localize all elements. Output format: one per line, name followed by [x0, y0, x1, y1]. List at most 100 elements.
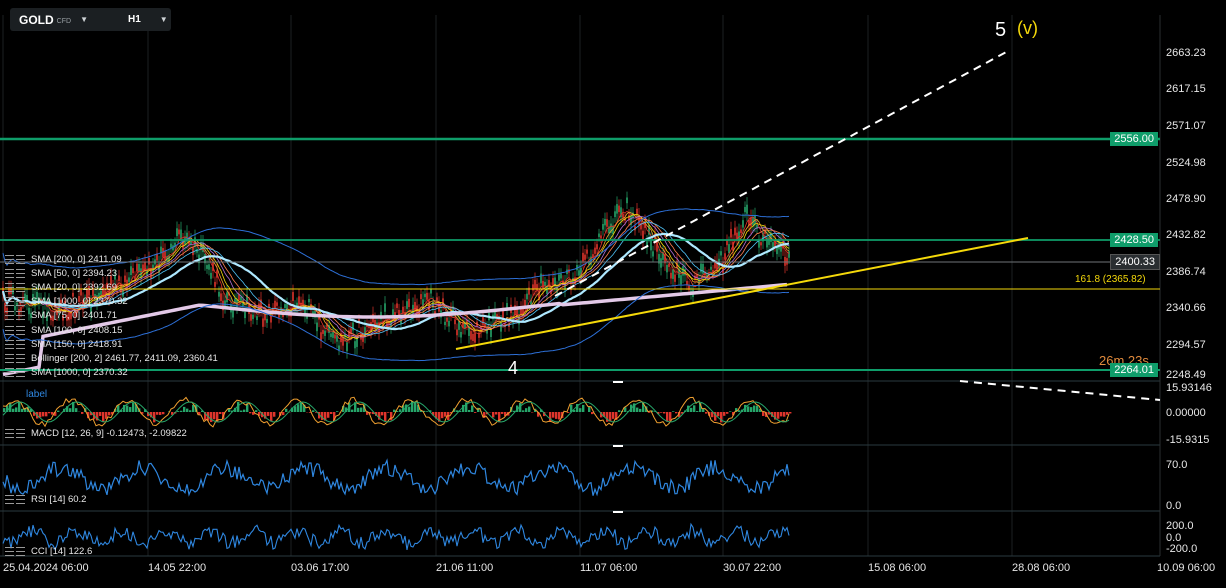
settings-icon[interactable] [5, 368, 31, 378]
candle-body [638, 215, 640, 226]
settings-icon[interactable] [5, 297, 31, 307]
price-tag-support[interactable]: 2264.01 [1110, 363, 1158, 377]
bollinger-lower[interactable] [2, 284, 790, 362]
indicator-row[interactable]: SMA [150, 0] 2418.91 [5, 337, 218, 351]
indicator-row[interactable]: SMA [100, 0] 2408.15 [5, 323, 218, 337]
wave-label-v[interactable]: (v) [1017, 18, 1038, 38]
candle-body [20, 307, 22, 312]
indicator-row[interactable]: SMA [50, 0] 2394.23 [5, 266, 218, 280]
sma-line[interactable] [2, 216, 790, 338]
settings-icon[interactable] [5, 429, 31, 438]
price-pane[interactable] [1, 191, 790, 377]
candle-body [132, 268, 134, 274]
macd-bar [696, 411, 699, 412]
candle-body [626, 197, 628, 204]
candle-body [138, 263, 140, 272]
candle-body [714, 262, 716, 269]
macd-bar [756, 405, 759, 412]
macd-pane[interactable] [2, 396, 792, 428]
candle-body [772, 242, 774, 251]
wave-label-5[interactable]: 5 [995, 19, 1007, 41]
indicator-label: SMA [200, 0] 2411.09 [31, 253, 122, 265]
macd-bar [291, 407, 294, 412]
date-axis-label: 10.09 06:00 [1157, 562, 1216, 574]
candle-body [90, 303, 92, 313]
candle-body [752, 216, 754, 226]
candle-body [260, 299, 262, 309]
rsi-legend[interactable]: RSI [14] 60.2 [5, 494, 86, 505]
settings-icon[interactable] [5, 339, 31, 349]
candle-body [716, 260, 718, 270]
sma-line[interactable] [2, 213, 790, 340]
chevron-down-icon[interactable]: ▼ [80, 15, 88, 24]
candle-body [246, 294, 248, 304]
candle-body [354, 341, 356, 349]
candle-body [454, 319, 456, 325]
candle-body [468, 326, 470, 336]
candle-body [30, 313, 32, 318]
sma-1000-line[interactable] [2, 282, 788, 377]
settings-icon[interactable] [5, 325, 31, 335]
candle-body [106, 282, 108, 291]
chevron-down-icon[interactable]: ▼ [159, 15, 168, 24]
price-tag-resistance[interactable]: 2556.00 [1110, 132, 1158, 146]
candle-body [540, 273, 542, 284]
indicator-row[interactable]: SMA [1000, 0] 2370.32 [5, 295, 218, 309]
price-axis-label: 2432.82 [1166, 229, 1206, 241]
indicator-row[interactable]: SMA [75, 0] 2401.71 [5, 309, 218, 323]
sma-line[interactable] [2, 221, 790, 336]
settings-icon[interactable] [5, 311, 31, 321]
bollinger-upper[interactable] [2, 208, 790, 286]
candle-body [388, 321, 390, 325]
settings-icon[interactable] [5, 353, 31, 363]
candle-body [620, 207, 622, 218]
macd-bar [294, 406, 297, 412]
macd-bar [369, 412, 372, 414]
candle-body [160, 246, 162, 254]
macd-bar [171, 412, 174, 415]
candle-body [646, 241, 648, 248]
macd-bar [105, 412, 108, 419]
indicator-row[interactable]: Bollinger [200, 2] 2461.77, 2411.09, 236… [5, 351, 218, 365]
symbol-name[interactable]: GOLD [19, 12, 54, 27]
indicator-row[interactable]: SMA [1000, 0] 2370.32 [5, 366, 218, 380]
macd-bar [333, 412, 336, 421]
cci-legend[interactable]: CCI [14] 122.6 [5, 546, 92, 557]
indicator-row[interactable]: SMA [200, 0] 2411.09 [5, 252, 218, 266]
candle-body [412, 304, 414, 314]
sma-line-main[interactable] [1, 232, 790, 331]
settings-icon[interactable] [5, 254, 31, 264]
wave-label-4[interactable]: 4 [508, 358, 519, 378]
timeframe-label[interactable]: H1 [127, 14, 141, 25]
trendline-projection-down[interactable] [959, 380, 1161, 401]
candle-body [774, 240, 776, 246]
settings-icon[interactable] [5, 268, 31, 278]
settings-icon[interactable] [5, 282, 31, 292]
indicator-label: SMA [150, 0] 2418.91 [31, 338, 123, 350]
candle-body [654, 233, 656, 243]
candle-body [558, 274, 560, 281]
cci-pane[interactable] [2, 522, 790, 551]
candle-body [114, 275, 116, 280]
indicator-row[interactable]: SMA [20, 0] 2392.69 [5, 280, 218, 294]
settings-icon[interactable] [5, 495, 31, 504]
macd-bar [48, 412, 51, 414]
price-axis-label: 2478.90 [1166, 193, 1206, 205]
settings-icon[interactable] [5, 547, 31, 556]
macd-bar [12, 408, 15, 412]
sma-line[interactable] [2, 218, 790, 337]
rsi-pane[interactable] [2, 458, 790, 497]
cci-axis-label: 200.0 [1166, 520, 1194, 532]
macd-bar [378, 412, 381, 420]
price-tag-level-mid[interactable]: 2428.50 [1110, 233, 1158, 247]
trendline-yellow[interactable] [455, 237, 1029, 350]
trendline-projection-up[interactable] [554, 49, 1011, 297]
candle-body [144, 261, 146, 272]
candle-body [426, 292, 428, 300]
symbol-selector[interactable]: GOLD CFD ▼ H1 ▼ [10, 8, 171, 31]
macd-legend[interactable]: MACD [12, 26, 9] -0.12473, -2.09822 [5, 428, 187, 439]
candle-body [182, 240, 184, 249]
macd-bar [15, 407, 18, 412]
macd-bar [120, 410, 123, 412]
